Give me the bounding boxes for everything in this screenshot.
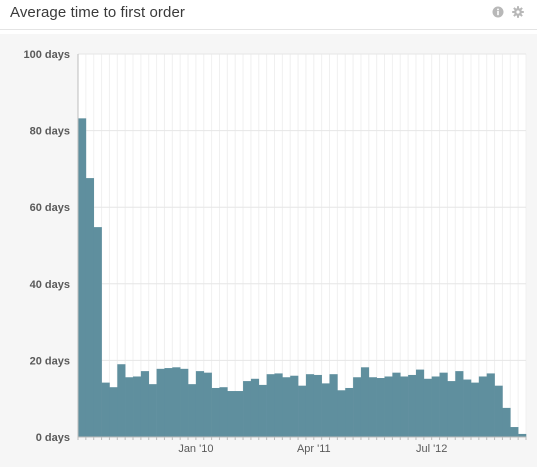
chart-area: 0 days 20 days 40 days 60 days 80 days 100 da… (0, 34, 537, 467)
chart-bar (415, 369, 425, 437)
chart-bar (305, 374, 315, 437)
chart-bar (195, 371, 205, 437)
chart-bar (518, 433, 527, 437)
chart-bar (93, 227, 102, 437)
chart-bar (156, 368, 165, 437)
chart-bar (227, 391, 236, 437)
chart-bar (470, 382, 480, 437)
chart-bar (125, 377, 134, 437)
chart-bar (478, 376, 488, 437)
chart-bar (203, 372, 212, 437)
chart-bar (101, 382, 110, 437)
chart-bar (164, 368, 173, 437)
chart-bar (282, 377, 291, 437)
chart-bar (360, 367, 370, 437)
chart-bar (455, 371, 464, 437)
chart-bar (353, 377, 362, 437)
gear-icon[interactable] (512, 6, 524, 18)
chart-bar (321, 383, 330, 437)
chart-bar (510, 427, 519, 437)
chart-bar (243, 381, 252, 437)
info-icon[interactable] (492, 6, 504, 18)
chart-bar (439, 372, 448, 437)
y-tick-label: 40 days (30, 279, 70, 291)
chart-bar (431, 376, 440, 437)
chart-bar (400, 376, 409, 437)
chart-bar (502, 407, 511, 437)
chart-bar (133, 376, 142, 437)
chart-bar (274, 373, 283, 437)
chart-bar (376, 378, 385, 437)
chart-bar (180, 368, 189, 437)
chart-bar (258, 384, 267, 437)
chart-bar (172, 367, 181, 437)
y-tick-label: 0 days (36, 432, 70, 444)
widget-title: Average time to first order (10, 4, 185, 21)
chart-bar (423, 378, 432, 437)
chart-bar (368, 377, 377, 437)
widget-header: Average time to first order (0, 0, 537, 28)
chart-bar (298, 385, 307, 437)
chart-bar (345, 387, 354, 437)
x-tick-label: Jul '12 (416, 443, 447, 455)
chart-bar (140, 371, 150, 437)
chart-bar (329, 374, 338, 437)
chart-bar (494, 385, 503, 437)
chart-bar (486, 373, 495, 437)
x-tick-label: Apr '11 (297, 443, 331, 455)
chart-bar (313, 374, 322, 437)
chart-bar (78, 118, 87, 438)
chart-bar (463, 379, 472, 437)
chart-bar (266, 374, 275, 437)
header-divider (0, 29, 537, 30)
chart-bar (85, 178, 95, 438)
plot-background (78, 54, 526, 437)
chart-bar (109, 387, 118, 437)
chart-bar (290, 375, 299, 437)
chart-bar (211, 387, 220, 437)
chart-bar (384, 376, 393, 437)
chart-bar (117, 364, 126, 437)
y-tick-label: 100 days (24, 49, 70, 61)
y-tick-label: 80 days (30, 126, 70, 138)
chart-bar (219, 387, 228, 437)
x-tick-label: Jan '10 (178, 443, 213, 455)
y-tick-label: 20 days (30, 355, 70, 367)
y-tick-label: 60 days (30, 202, 70, 214)
chart-bar (188, 384, 197, 437)
chart-bar (235, 391, 244, 437)
chart-bar (148, 384, 157, 437)
chart-bar (337, 390, 346, 437)
chart-bar (447, 381, 456, 437)
chart-bar (392, 372, 401, 437)
chart-bar (408, 374, 417, 437)
bar-chart: 0 days 20 days 40 days 60 days 80 days 100 da… (24, 49, 527, 455)
chart-bar (250, 378, 260, 437)
